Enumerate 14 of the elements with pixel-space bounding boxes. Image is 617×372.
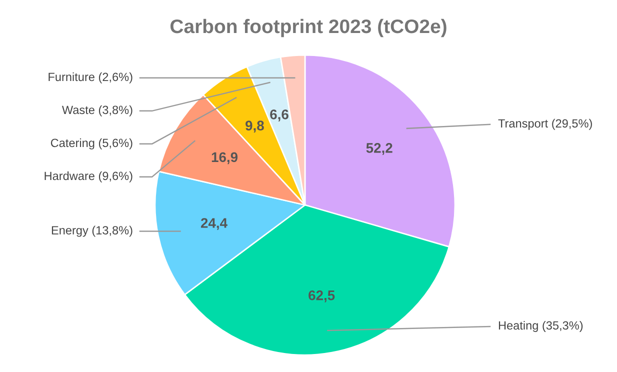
slice-label: Hardware (9,6%) <box>44 171 132 182</box>
slice-label: Waste (3,8%) <box>62 105 132 116</box>
data-label: 52,2 <box>366 143 392 155</box>
data-label: 9,8 <box>246 120 264 133</box>
chart-title: Carbon footprint 2023 (tCO2e) <box>170 18 446 38</box>
slice-label: Furniture (2,6%) <box>48 72 132 84</box>
slice-label: Catering (5,6%) <box>50 138 132 150</box>
data-label: 6,6 <box>270 110 288 122</box>
data-label: 16,9 <box>212 152 238 164</box>
slice-label: Heating (35,3%) <box>498 320 583 332</box>
data-label: 62,5 <box>308 290 335 302</box>
slice-label: Energy (13,8%) <box>52 226 132 237</box>
data-label: 24,4 <box>200 218 228 230</box>
slice-label: Transport (29,5%) <box>498 118 592 130</box>
